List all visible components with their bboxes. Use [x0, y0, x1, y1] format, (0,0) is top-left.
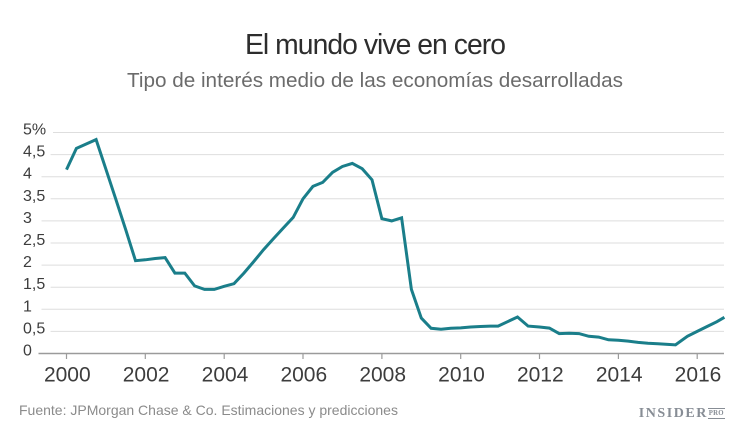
svg-text:2014: 2014 — [596, 363, 643, 386]
svg-text:4: 4 — [23, 166, 32, 183]
svg-text:2008: 2008 — [359, 363, 406, 386]
svg-text:0: 0 — [23, 343, 32, 360]
svg-text:2002: 2002 — [123, 363, 170, 386]
svg-text:3,5: 3,5 — [23, 188, 45, 205]
svg-text:2004: 2004 — [202, 363, 249, 386]
svg-text:1: 1 — [23, 298, 32, 315]
svg-text:2016: 2016 — [675, 363, 722, 386]
svg-text:2012: 2012 — [517, 363, 564, 386]
svg-text:1,5: 1,5 — [23, 276, 45, 293]
svg-text:3: 3 — [23, 210, 32, 227]
svg-text:2,5: 2,5 — [23, 232, 45, 249]
svg-text:2010: 2010 — [438, 363, 485, 386]
svg-text:0,5: 0,5 — [23, 320, 45, 337]
svg-text:5%: 5% — [23, 122, 46, 139]
svg-text:2: 2 — [23, 254, 32, 271]
svg-text:2006: 2006 — [280, 363, 327, 386]
svg-text:2000: 2000 — [44, 363, 91, 386]
svg-text:4,5: 4,5 — [23, 144, 45, 161]
